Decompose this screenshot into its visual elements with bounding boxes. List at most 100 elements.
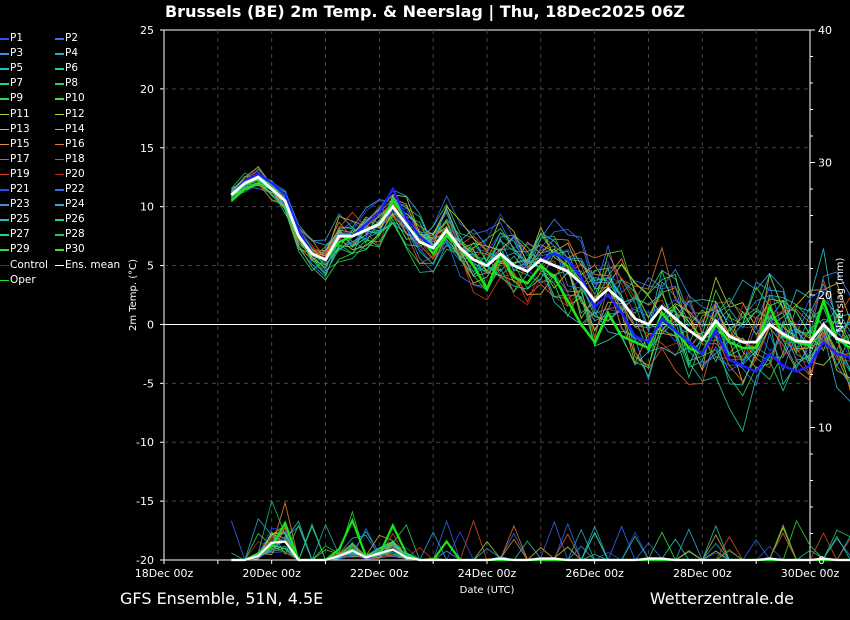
legend-label: P16	[65, 137, 85, 150]
legend-label: P8	[65, 77, 79, 90]
legend-swatch	[55, 128, 64, 131]
legend-label: P2	[65, 32, 79, 44]
legend-swatch	[55, 234, 64, 236]
grid-layer	[164, 30, 810, 560]
legend-label: P20	[65, 167, 85, 180]
legend-label: P3	[10, 47, 24, 60]
legend-swatch	[0, 204, 9, 206]
legend-label: P5	[10, 62, 24, 75]
x-tick-label: 20Dec 00z	[242, 567, 301, 580]
legend-label: P14	[65, 122, 85, 135]
x-tick-label: 18Dec 00z	[135, 567, 194, 580]
legend-swatch	[0, 173, 9, 176]
y-axis-label: 2m Temp. (°C)	[128, 259, 139, 331]
legend-swatch	[55, 38, 64, 40]
member-temperature-line	[231, 178, 850, 352]
legend-swatch	[55, 173, 64, 176]
legend-label: P22	[65, 183, 85, 195]
footer-source: Wetterzentrale.de	[649, 589, 794, 608]
legend-swatch	[55, 249, 64, 251]
legend-swatch	[55, 189, 64, 191]
y2-tick-label: 30	[818, 157, 832, 170]
legend-label: P13	[10, 122, 30, 135]
legend-label: Oper	[10, 273, 36, 286]
y-tick-label: 5	[147, 260, 154, 273]
y-tick-label: 25	[140, 24, 154, 37]
y2-tick-label: 10	[818, 422, 832, 435]
legend-swatch	[0, 219, 9, 221]
legend-swatch	[55, 53, 64, 55]
legend-swatch	[0, 53, 9, 55]
legend-swatch	[0, 189, 9, 191]
legend-label: P23	[10, 198, 30, 211]
y-tick-label: -20	[136, 554, 154, 567]
legend-swatch	[0, 68, 9, 70]
legend-label: P29	[10, 243, 30, 256]
legend-label: P11	[10, 107, 30, 120]
main-lines-layer	[230, 172, 850, 374]
legend-swatch	[0, 264, 9, 266]
y-tick-label: -15	[136, 495, 154, 508]
legend-label: P4	[65, 47, 79, 60]
legend-label: P7	[10, 77, 24, 90]
legend-label: P9	[10, 92, 24, 105]
legend-swatch	[0, 128, 9, 131]
legend-swatch	[55, 83, 64, 85]
mean-precipitation-line	[231, 540, 850, 562]
legend-swatch	[0, 83, 9, 85]
y-tick-label: -5	[143, 377, 154, 390]
legend-label: P21	[10, 183, 30, 195]
y-tick-label: 10	[140, 201, 154, 214]
legend-swatch	[55, 143, 64, 146]
legend-label: Ens. mean	[65, 258, 121, 271]
legend-swatch	[55, 68, 64, 70]
legend-label: P18	[65, 152, 85, 165]
legend-swatch	[0, 113, 9, 115]
member-temperature-line	[230, 175, 850, 358]
legend-label: P27	[10, 228, 30, 241]
y2-axis-label: Neerslag (mm)	[835, 257, 846, 332]
legend-label: P19	[10, 167, 30, 180]
legend-swatch	[55, 219, 64, 221]
y-tick-label: 0	[147, 318, 154, 331]
x-tick-label: 22Dec 00z	[350, 567, 409, 580]
legend-label: P25	[10, 213, 30, 226]
y2-tick-label: 0	[818, 554, 825, 567]
legend-swatch	[0, 279, 9, 282]
y-tick-label: 15	[140, 142, 154, 155]
x-tick-label: 24Dec 00z	[458, 567, 517, 580]
legend-label: P6	[65, 62, 79, 75]
legend-label: P30	[65, 243, 85, 256]
legend-swatch	[55, 98, 64, 100]
legend-swatch	[55, 158, 64, 161]
legend-swatch	[0, 158, 9, 161]
legend-swatch	[0, 143, 9, 146]
legend-swatch	[55, 264, 64, 266]
legend-label: Control	[10, 258, 48, 271]
legend-label: P26	[65, 213, 85, 226]
y2-tick-label: 40	[818, 24, 832, 37]
chart-title: Brussels (BE) 2m Temp. & Neerslag | Thu,…	[164, 2, 685, 21]
member-temperature-line	[231, 168, 850, 385]
legend-swatch	[0, 98, 9, 100]
legend-label: P28	[65, 228, 85, 241]
x-tick-label: 30Dec 00z	[781, 567, 840, 580]
axis-layer: 25 20 15 10 5 0 -5 -10 -15 -20 40 30 20 10 0 18Dec 00z 2…	[128, 24, 846, 596]
legend-label: P17	[10, 152, 30, 165]
y-tick-label: -10	[136, 436, 154, 449]
legend-swatch	[0, 234, 9, 236]
x-tick-label: 28Dec 00z	[673, 567, 732, 580]
legend-swatch	[55, 113, 64, 115]
mean-temperature-line	[230, 175, 850, 345]
legend-swatch	[0, 249, 9, 251]
y-tick-label: 20	[140, 83, 154, 96]
legend-label: P1	[10, 32, 24, 44]
legend-label: P12	[65, 107, 85, 120]
footer-model-info: GFS Ensemble, 51N, 4.5E	[120, 589, 324, 608]
x-axis-label: Date (UTC)	[460, 585, 515, 596]
legend-swatch	[55, 204, 64, 206]
legend-label: P24	[65, 198, 85, 211]
y2-tick-label: 20	[818, 289, 832, 302]
precipitation-layer	[230, 499, 850, 562]
